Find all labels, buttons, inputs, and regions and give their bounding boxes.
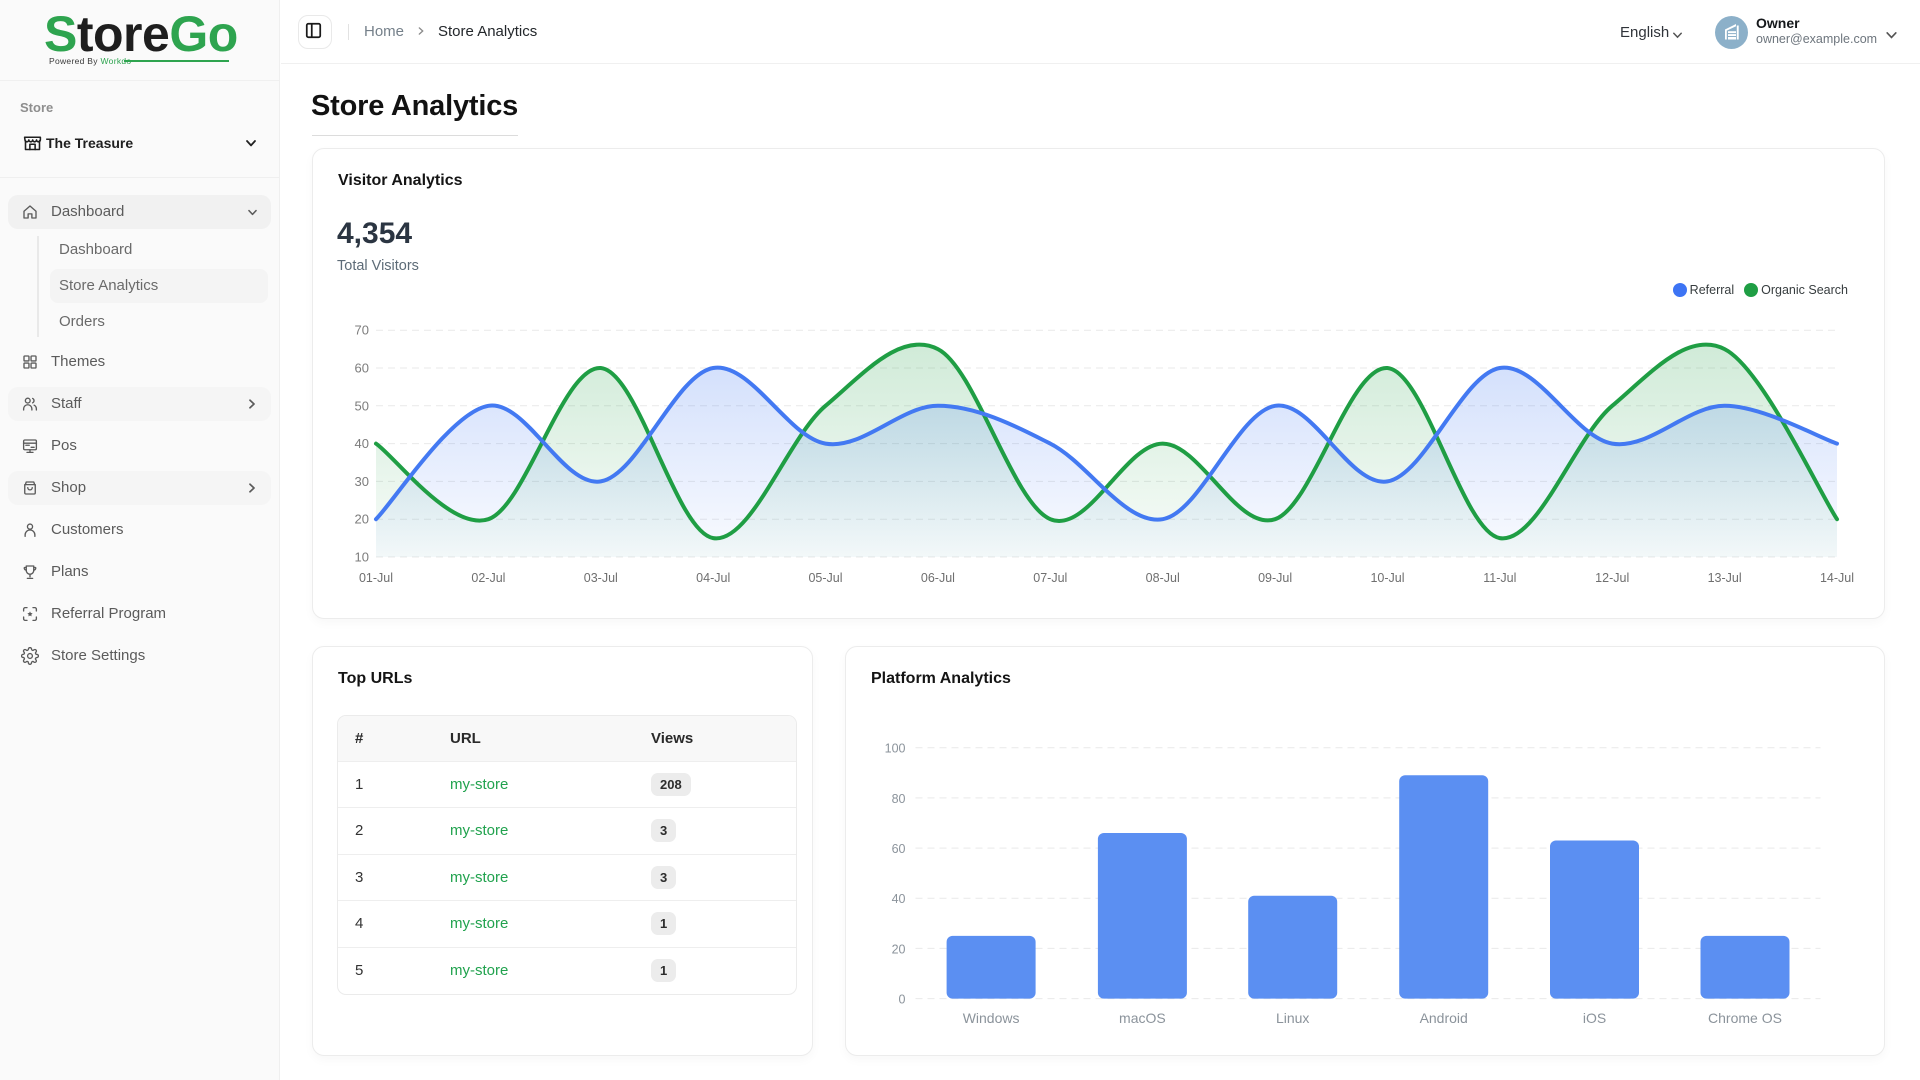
svg-text:60: 60 xyxy=(892,842,906,856)
svg-text:100: 100 xyxy=(885,742,906,756)
svg-text:09-Jul: 09-Jul xyxy=(1258,571,1292,585)
svg-text:iOS: iOS xyxy=(1583,1010,1606,1026)
svg-text:08-Jul: 08-Jul xyxy=(1146,571,1180,585)
svg-text:11-Jul: 11-Jul xyxy=(1483,571,1516,585)
svg-text:60: 60 xyxy=(355,361,369,376)
svg-text:10: 10 xyxy=(355,550,369,565)
svg-text:40: 40 xyxy=(892,892,906,906)
svg-text:12-Jul: 12-Jul xyxy=(1595,571,1629,585)
svg-text:50: 50 xyxy=(355,398,369,413)
svg-text:01-Jul: 01-Jul xyxy=(359,571,393,585)
svg-text:14-Jul: 14-Jul xyxy=(1820,571,1854,585)
svg-text:70: 70 xyxy=(355,323,369,338)
svg-text:Linux: Linux xyxy=(1276,1010,1309,1026)
svg-text:20: 20 xyxy=(355,512,369,527)
svg-text:40: 40 xyxy=(355,436,369,451)
svg-text:0: 0 xyxy=(899,993,906,1007)
svg-text:Windows: Windows xyxy=(963,1010,1020,1026)
svg-text:Android: Android xyxy=(1420,1010,1468,1026)
svg-text:10-Jul: 10-Jul xyxy=(1370,571,1404,585)
svg-text:03-Jul: 03-Jul xyxy=(584,571,618,585)
svg-text:80: 80 xyxy=(892,792,906,806)
svg-text:30: 30 xyxy=(355,474,369,489)
svg-text:05-Jul: 05-Jul xyxy=(808,571,842,585)
svg-text:07-Jul: 07-Jul xyxy=(1033,571,1067,585)
svg-text:Chrome OS: Chrome OS xyxy=(1708,1010,1782,1026)
svg-text:macOS: macOS xyxy=(1119,1010,1166,1026)
svg-text:04-Jul: 04-Jul xyxy=(696,571,730,585)
svg-text:02-Jul: 02-Jul xyxy=(471,571,505,585)
svg-text:13-Jul: 13-Jul xyxy=(1708,571,1742,585)
svg-text:20: 20 xyxy=(892,942,906,956)
svg-text:06-Jul: 06-Jul xyxy=(921,571,955,585)
